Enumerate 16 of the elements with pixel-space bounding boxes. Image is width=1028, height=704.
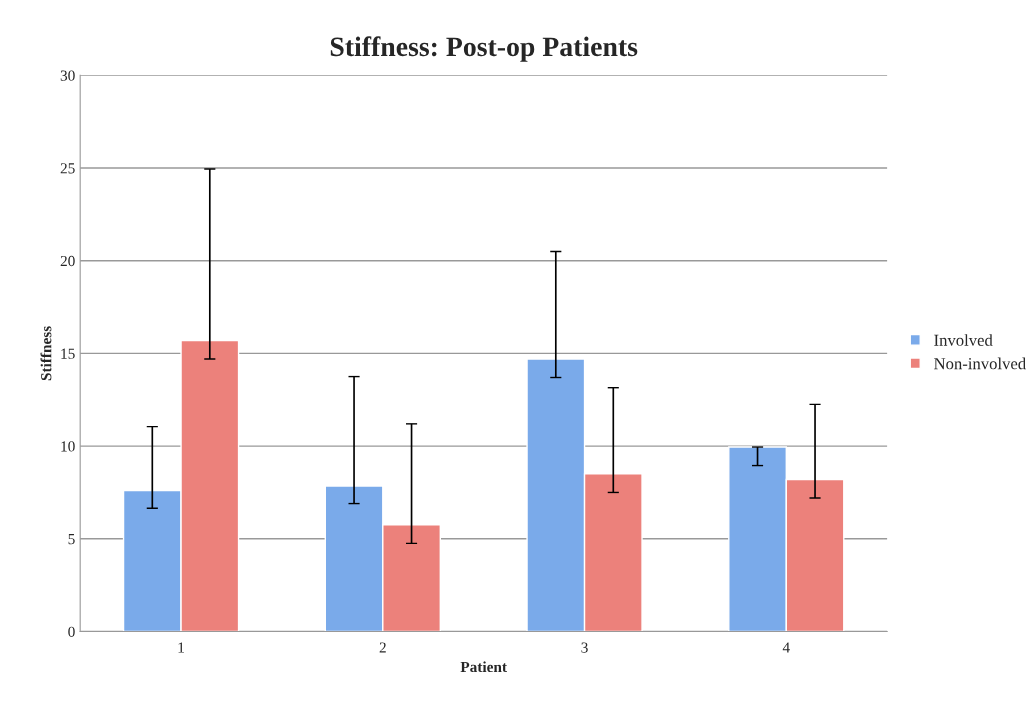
x-tick-label: 1	[178, 642, 184, 653]
y-tick-label: 15	[61, 348, 75, 359]
x-tick-label: 2	[379, 642, 386, 653]
y-tick-label: 25	[60, 163, 75, 174]
y-tick-label: 30	[60, 70, 75, 81]
y-tick-label: 10	[61, 441, 75, 452]
x-axis-title: Patient	[460, 661, 507, 673]
x-tick-label: 4	[782, 642, 790, 653]
y-tick-label: 5	[68, 534, 75, 545]
y-tick-label: 20	[60, 255, 75, 267]
y-axis-title: Stiffness	[40, 326, 52, 381]
x-tick-label: 3	[581, 642, 588, 653]
y-tick-label: 0	[68, 626, 75, 637]
legend-label: Non-involved	[934, 357, 1026, 370]
chart-title: Stiffness: Post-op Patients	[330, 36, 638, 62]
legend-label: Involved	[934, 334, 993, 346]
